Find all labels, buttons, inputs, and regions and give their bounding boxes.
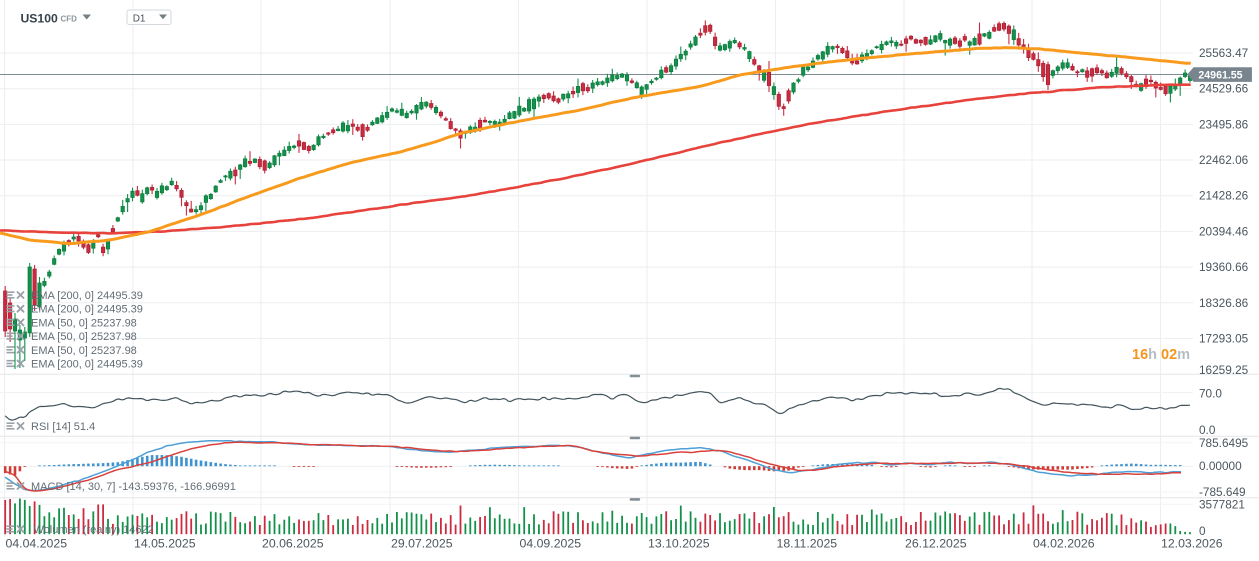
svg-text:26.12.2025: 26.12.2025 [905,537,967,551]
svg-text:0: 0 [1199,524,1206,538]
svg-text:MACD [14, 30, 7] -143.59376,: MACD [14, 30, 7] -143.59376, -166.96991 [31,481,236,493]
svg-text:CFD: CFD [61,15,78,24]
svg-text:04.04.2025: 04.04.2025 [6,537,68,551]
svg-text:3577821: 3577821 [1199,497,1245,511]
svg-text:04.02.2026: 04.02.2026 [1033,537,1095,551]
svg-text:0.00000: 0.00000 [1199,459,1242,473]
svg-text:70.0: 70.0 [1199,386,1222,400]
svg-text:-785.649: -785.649 [1199,485,1246,499]
svg-text:0.0: 0.0 [1199,423,1216,437]
svg-text:17293.05: 17293.05 [1199,331,1249,345]
svg-text:785.6495: 785.6495 [1199,436,1249,450]
svg-text:16h 02m: 16h 02m [1132,347,1190,363]
svg-text:20.06.2025: 20.06.2025 [262,537,324,551]
svg-text:12.03.2026: 12.03.2026 [1161,537,1223,551]
svg-text:23495.86: 23495.86 [1199,117,1249,131]
svg-text:18.11.2025: 18.11.2025 [777,537,838,551]
svg-text:US100: US100 [21,12,58,26]
svg-text:EMA [50, 0] 25237.98: EMA [50, 0] 25237.98 [31,317,137,329]
svg-text:EMA [200, 0] 24495.39: EMA [200, 0] 24495.39 [31,290,143,302]
svg-text:20394.46: 20394.46 [1199,224,1249,238]
svg-text:EMA [200, 0] 24495.39: EMA [200, 0] 24495.39 [31,304,143,316]
svg-text:24529.66: 24529.66 [1199,82,1249,96]
svg-text:13.10.2025: 13.10.2025 [648,537,710,551]
svg-text:14.05.2025: 14.05.2025 [134,537,196,551]
svg-text:16259.25: 16259.25 [1199,363,1249,377]
svg-text:19360.66: 19360.66 [1199,260,1249,274]
svg-text:04.09.2025: 04.09.2025 [520,537,582,551]
svg-text:29.07.2025: 29.07.2025 [391,537,453,551]
svg-text:Wolumen (realny) 14622: Wolumen (realny) 14622 [34,524,154,536]
svg-text:25563.47: 25563.47 [1199,46,1248,60]
svg-text:22462.06: 22462.06 [1199,153,1249,167]
svg-text:24961.55: 24961.55 [1198,70,1242,82]
svg-text:18326.86: 18326.86 [1199,296,1249,310]
svg-text:EMA [200, 0] 24495.39: EMA [200, 0] 24495.39 [31,359,143,371]
svg-text:21428.26: 21428.26 [1199,189,1249,203]
svg-text:EMA [50, 0] 25237.98: EMA [50, 0] 25237.98 [31,345,137,357]
svg-text:D1: D1 [133,14,146,25]
svg-text:RSI [14] 51.4: RSI [14] 51.4 [31,421,95,433]
svg-text:EMA [50, 0] 25237.98: EMA [50, 0] 25237.98 [31,331,137,343]
